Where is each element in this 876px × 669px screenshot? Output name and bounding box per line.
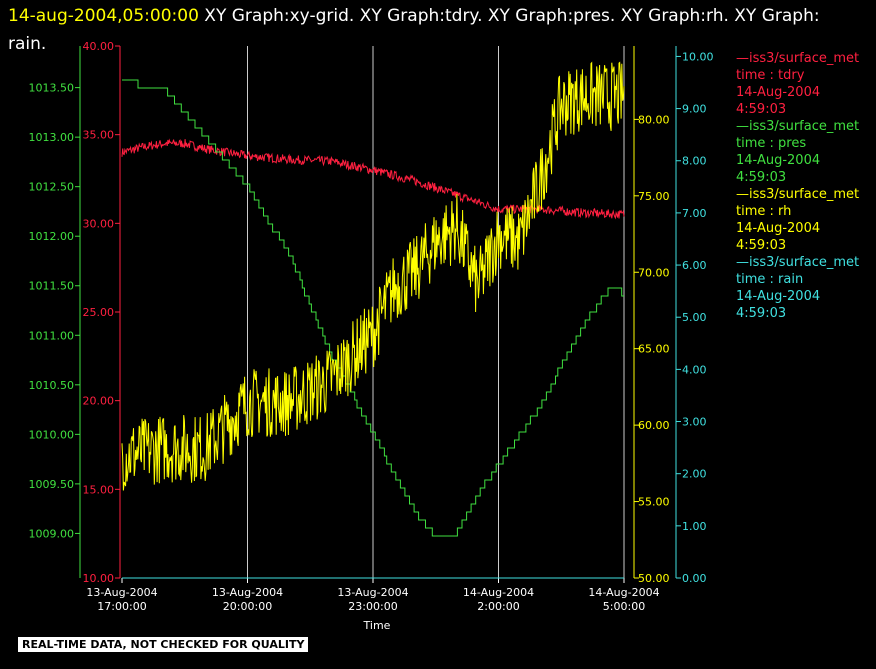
x-tick-label-time: 2:00:00	[477, 600, 519, 613]
header-timestamp: 14-aug-2004,05:00:00	[8, 6, 199, 26]
pres-tick-label: 1011.00	[29, 329, 75, 342]
x-tick-label-date: 13-Aug-2004	[86, 586, 157, 599]
rh-tick-label: 60.00	[638, 419, 670, 432]
tdry-tick-label: 20.00	[83, 395, 115, 408]
rh-tick-label: 75.00	[638, 190, 670, 203]
legend-time: 4:59:03	[736, 170, 787, 185]
rh-tick-label: 65.00	[638, 343, 670, 356]
series-line-tdry	[121, 138, 625, 220]
series-line-rh	[121, 61, 625, 491]
x-tick-label-time: 5:00:00	[603, 600, 645, 613]
x-tick-label-time: 17:00:00	[97, 600, 146, 613]
legend-var: time : pres	[736, 136, 807, 151]
legend-date: 14-Aug-2004	[736, 221, 821, 236]
legend-series: —iss3/surface_met	[736, 187, 860, 202]
x-tick-label-date: 13-Aug-2004	[337, 586, 408, 599]
tdry-tick-label: 30.00	[83, 217, 115, 230]
legend-var: time : rain	[736, 272, 804, 287]
rh-tick-label: 55.00	[638, 496, 670, 509]
header-title: XY Graph:xy-grid. XY Graph:tdry. XY Grap…	[198, 6, 820, 26]
rain-tick-label: 1.00	[682, 520, 707, 533]
rain-tick-label: 7.00	[682, 207, 707, 220]
rh-tick-label: 80.00	[638, 113, 670, 126]
pres-tick-label: 1013.50	[29, 82, 75, 95]
graph-header: 14-aug-2004,05:00:00 XY Graph:xy-grid. X…	[8, 2, 868, 58]
rain-tick-label: 10.00	[682, 50, 714, 63]
pres-tick-label: 1011.50	[29, 280, 75, 293]
rain-tick-label: 6.00	[682, 259, 707, 272]
header-title-line2: rain.	[8, 34, 47, 54]
x-tick-label-date: 14-Aug-2004	[463, 586, 534, 599]
rain-tick-label: 5.00	[682, 311, 707, 324]
pres-tick-label: 1012.50	[29, 181, 75, 194]
legend-time: 4:59:03	[736, 102, 787, 117]
tdry-tick-label: 15.00	[83, 483, 115, 496]
pres-tick-label: 1009.50	[29, 478, 75, 491]
x-axis-label: Time	[363, 619, 391, 632]
x-tick-label-date: 14-Aug-2004	[588, 586, 659, 599]
legend-date: 14-Aug-2004	[736, 153, 821, 168]
quality-warning: REAL-TIME DATA, NOT CHECKED FOR QUALITY	[18, 637, 309, 652]
tdry-tick-label: 10.00	[83, 572, 115, 585]
legend-var: time : rh	[736, 204, 792, 219]
legend-series: —iss3/surface_met	[736, 255, 860, 270]
rain-tick-label: 4.00	[682, 363, 707, 376]
rain-tick-label: 9.00	[682, 103, 707, 116]
tdry-tick-label: 40.00	[83, 40, 115, 53]
x-tick-label-time: 20:00:00	[223, 600, 272, 613]
rain-tick-label: 3.00	[682, 416, 707, 429]
series-line-pres	[122, 79, 624, 537]
tdry-tick-label: 35.00	[83, 129, 115, 142]
pres-tick-label: 1010.00	[29, 428, 75, 441]
rh-tick-label: 50.00	[638, 572, 670, 585]
legend-time: 4:59:03	[736, 238, 787, 253]
x-tick-label-time: 23:00:00	[348, 600, 397, 613]
legend-series: —iss3/surface_met	[736, 51, 860, 66]
pres-tick-label: 1009.00	[29, 527, 75, 540]
x-tick-label-date: 13-Aug-2004	[212, 586, 283, 599]
rain-tick-label: 0.00	[682, 572, 707, 585]
legend-date: 14-Aug-2004	[736, 85, 821, 100]
pres-tick-label: 1010.50	[29, 379, 75, 392]
tdry-tick-label: 25.00	[83, 306, 115, 319]
legend-series: —iss3/surface_met	[736, 119, 860, 134]
rain-tick-label: 8.00	[682, 155, 707, 168]
legend-date: 14-Aug-2004	[736, 289, 821, 304]
rain-tick-label: 2.00	[682, 468, 707, 481]
pres-tick-label: 1013.00	[29, 131, 75, 144]
rh-tick-label: 70.00	[638, 266, 670, 279]
legend-time: 4:59:03	[736, 306, 787, 321]
pres-tick-label: 1012.00	[29, 230, 75, 243]
legend-var: time : tdry	[736, 68, 805, 83]
